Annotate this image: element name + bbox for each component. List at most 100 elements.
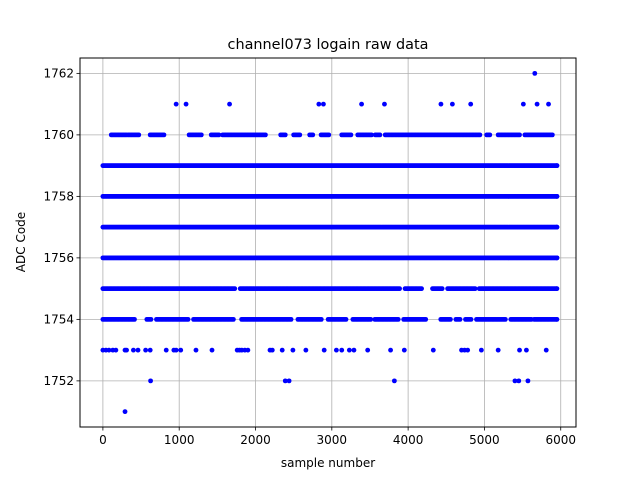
data-point [288,316,294,322]
data-point [310,132,316,138]
data-point [520,101,526,107]
x-axis-label: sample number [281,456,375,470]
data-point [554,286,560,292]
data-point [333,347,339,353]
data-point [554,316,560,322]
data-point [457,316,463,322]
data-point [512,378,518,384]
data-point [554,163,560,169]
x-tick-label: 1000 [164,433,195,447]
data-point [351,347,357,353]
data-point [135,347,141,353]
data-point [382,101,387,107]
data-point [423,316,429,322]
data-point [318,316,324,322]
x-tick-label: 3000 [317,433,348,447]
data-point [388,347,393,353]
data-point [193,347,199,353]
data-point [439,286,445,292]
y-tick-label: 1758 [43,189,74,203]
data-point [468,101,474,107]
data-point [343,316,349,322]
data-point [282,132,288,138]
data-point [136,132,142,138]
data-point [321,101,326,107]
data-point [131,347,136,353]
data-point [185,316,191,322]
data-point [502,316,508,322]
data-point [438,101,444,107]
data-point [232,286,238,292]
data-point [391,378,397,384]
data-point [230,316,236,322]
data-point [279,347,285,353]
y-tick-label: 1756 [43,251,74,265]
data-point [173,347,179,353]
data-point [468,316,474,322]
y-tick-label: 1760 [43,128,74,142]
data-point [290,347,296,353]
data-point [465,347,471,353]
data-point [161,132,167,138]
data-point [245,347,251,353]
x-tick-label: 6000 [545,433,576,447]
data-point [532,70,538,76]
data-point [543,347,549,353]
data-point [495,347,501,353]
data-point [321,347,327,353]
data-point [122,409,128,415]
x-tick-label: 2000 [240,433,271,447]
data-point [209,347,215,353]
data-point [326,132,332,138]
data-point [132,316,137,322]
data-point [477,132,483,138]
data-point [419,286,424,292]
x-tick-label: 0 [99,433,107,447]
data-point [183,101,189,107]
data-point [554,255,560,261]
data-point [148,316,154,322]
data-point [163,347,169,353]
data-point [395,316,401,322]
data-point [316,101,322,107]
data-point [525,378,531,384]
data-point [106,347,112,353]
data-point [178,347,184,353]
data-point [359,101,364,107]
data-point [517,132,522,138]
chart-title: channel073 logain raw data [228,37,429,53]
data-point [397,286,402,292]
data-point [227,101,232,107]
data-point [297,132,303,138]
data-point [124,347,129,353]
data-point [401,347,407,353]
data-point [173,101,179,107]
y-tick-label: 1762 [43,66,74,80]
data-point [286,378,292,384]
data-point [534,101,540,107]
data-point [282,378,288,384]
data-point [549,132,555,138]
data-point [198,132,204,138]
data-point [546,101,551,107]
data-point [449,101,455,107]
data-point [303,347,309,353]
data-point [143,347,149,353]
data-point [478,347,484,353]
data-point [554,193,560,199]
data-point [369,132,374,138]
data-point [113,347,119,353]
data-point [346,347,352,353]
data-point [430,347,436,353]
data-point [447,316,453,322]
data-point [368,316,374,322]
data-point [365,347,371,353]
data-point [148,378,153,384]
x-tick-label: 4000 [393,433,424,447]
data-point [339,347,345,353]
data-point [147,347,153,353]
plot-frame [79,57,577,428]
